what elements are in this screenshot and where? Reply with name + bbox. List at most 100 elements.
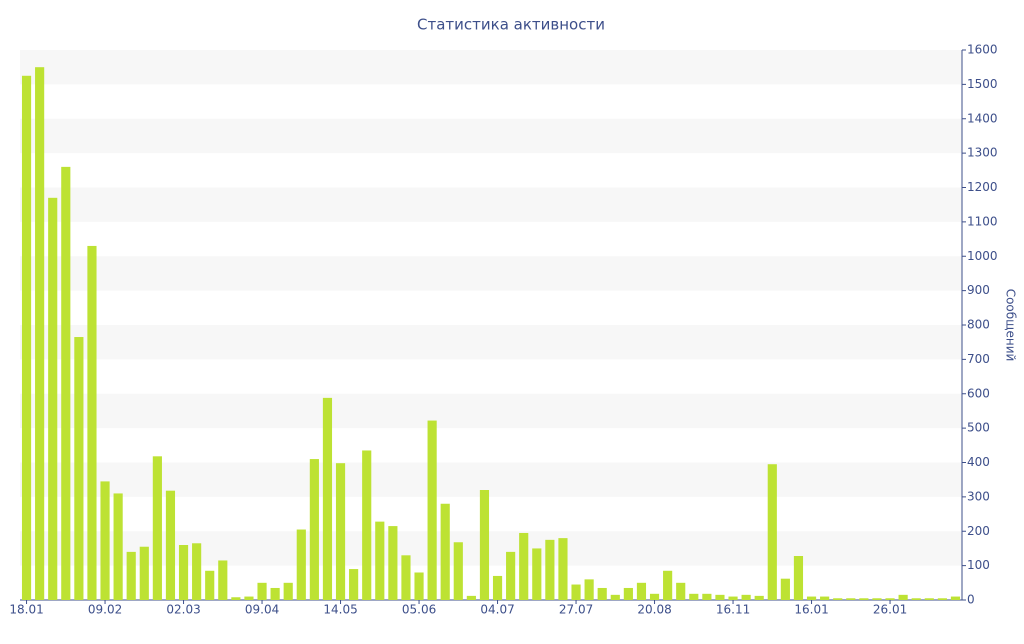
x-tick-label: 04.07	[480, 603, 514, 617]
bar	[597, 587, 607, 600]
bar	[950, 596, 961, 600]
y-tick-label: 400	[967, 455, 990, 469]
grid-band	[20, 256, 962, 291]
x-tick-label: 27.07	[559, 603, 593, 617]
bar	[898, 594, 908, 600]
bar	[244, 596, 254, 600]
x-tick-label: 09.02	[88, 603, 122, 617]
bar	[636, 582, 647, 600]
bar	[427, 420, 437, 600]
bar	[676, 582, 686, 600]
x-tick-label: 20.08	[637, 603, 671, 617]
bar	[401, 555, 411, 600]
bar	[754, 595, 764, 600]
bar	[859, 598, 869, 600]
y-tick-label: 1200	[967, 180, 998, 194]
bar	[152, 456, 162, 600]
bar	[885, 598, 895, 600]
x-tick-label: 26.01	[873, 603, 907, 617]
bar	[479, 490, 490, 600]
bar	[558, 538, 568, 600]
bar	[937, 598, 947, 600]
bar	[924, 598, 934, 600]
bar	[610, 594, 620, 600]
y-tick-label: 200	[967, 524, 990, 538]
bar	[715, 594, 725, 600]
y-tick-label: 800	[967, 318, 990, 332]
y-tick-label: 1000	[967, 249, 998, 263]
bar	[728, 596, 738, 600]
y-tick-label: 1100	[967, 214, 998, 228]
bar	[375, 521, 385, 600]
bar	[126, 551, 136, 600]
bar	[192, 543, 202, 600]
bar	[440, 503, 450, 600]
bar	[218, 560, 228, 600]
bar	[139, 546, 149, 600]
bar	[649, 593, 660, 600]
bar	[48, 197, 58, 600]
x-tick-label: 02.03	[166, 603, 200, 617]
bar	[506, 551, 516, 600]
bar	[820, 596, 830, 600]
x-tick-label: 09.04	[245, 603, 279, 617]
bar	[165, 490, 176, 600]
bar	[74, 337, 84, 600]
bar	[231, 597, 241, 600]
bar	[793, 556, 804, 600]
bar	[414, 572, 424, 600]
bar	[741, 594, 751, 600]
x-tick-label: 16.11	[716, 603, 750, 617]
grid-band	[20, 393, 962, 429]
bar	[178, 545, 189, 600]
grid-band	[20, 325, 962, 360]
grid-band	[20, 50, 962, 85]
bar	[100, 481, 110, 600]
bar	[911, 598, 921, 600]
bar	[571, 584, 581, 600]
bar	[283, 582, 293, 600]
y-axis-label: Сообщений	[1004, 289, 1018, 362]
bar	[205, 570, 215, 600]
bar	[623, 587, 633, 600]
y-tick-label: 600	[967, 386, 990, 400]
x-tick-label: 16.01	[794, 603, 828, 617]
y-tick-label: 100	[967, 558, 990, 572]
bar	[113, 493, 123, 600]
chart-title: Статистика активности	[417, 16, 605, 34]
y-tick-label: 1500	[967, 77, 998, 91]
bar	[767, 464, 777, 600]
grid-band	[20, 118, 962, 154]
x-tick-label: 14.05	[323, 603, 357, 617]
bar	[87, 245, 97, 600]
bar	[322, 397, 333, 600]
bar	[309, 459, 319, 600]
bar	[362, 450, 372, 600]
bar	[270, 587, 280, 600]
y-tick-label: 1400	[967, 111, 998, 125]
bar	[545, 539, 555, 600]
y-tick-label: 0	[967, 593, 975, 607]
bar	[257, 582, 267, 600]
grid-band	[20, 462, 962, 497]
bar	[663, 570, 673, 600]
bar	[806, 596, 817, 600]
y-tick-label: 300	[967, 489, 990, 503]
bar	[35, 67, 45, 600]
bar	[846, 598, 856, 600]
bar	[584, 579, 594, 600]
x-tick-label: 05.06	[402, 603, 436, 617]
bar	[780, 578, 790, 600]
bar	[833, 598, 843, 600]
grid-band	[20, 187, 962, 222]
y-tick-label: 500	[967, 421, 990, 435]
bar	[453, 542, 463, 600]
bar	[296, 529, 306, 600]
bar	[492, 575, 503, 600]
bar	[335, 463, 346, 600]
y-tick-label: 1300	[967, 146, 998, 160]
bar	[689, 593, 699, 600]
bar	[388, 526, 398, 600]
y-tick-label: 1600	[967, 43, 998, 57]
